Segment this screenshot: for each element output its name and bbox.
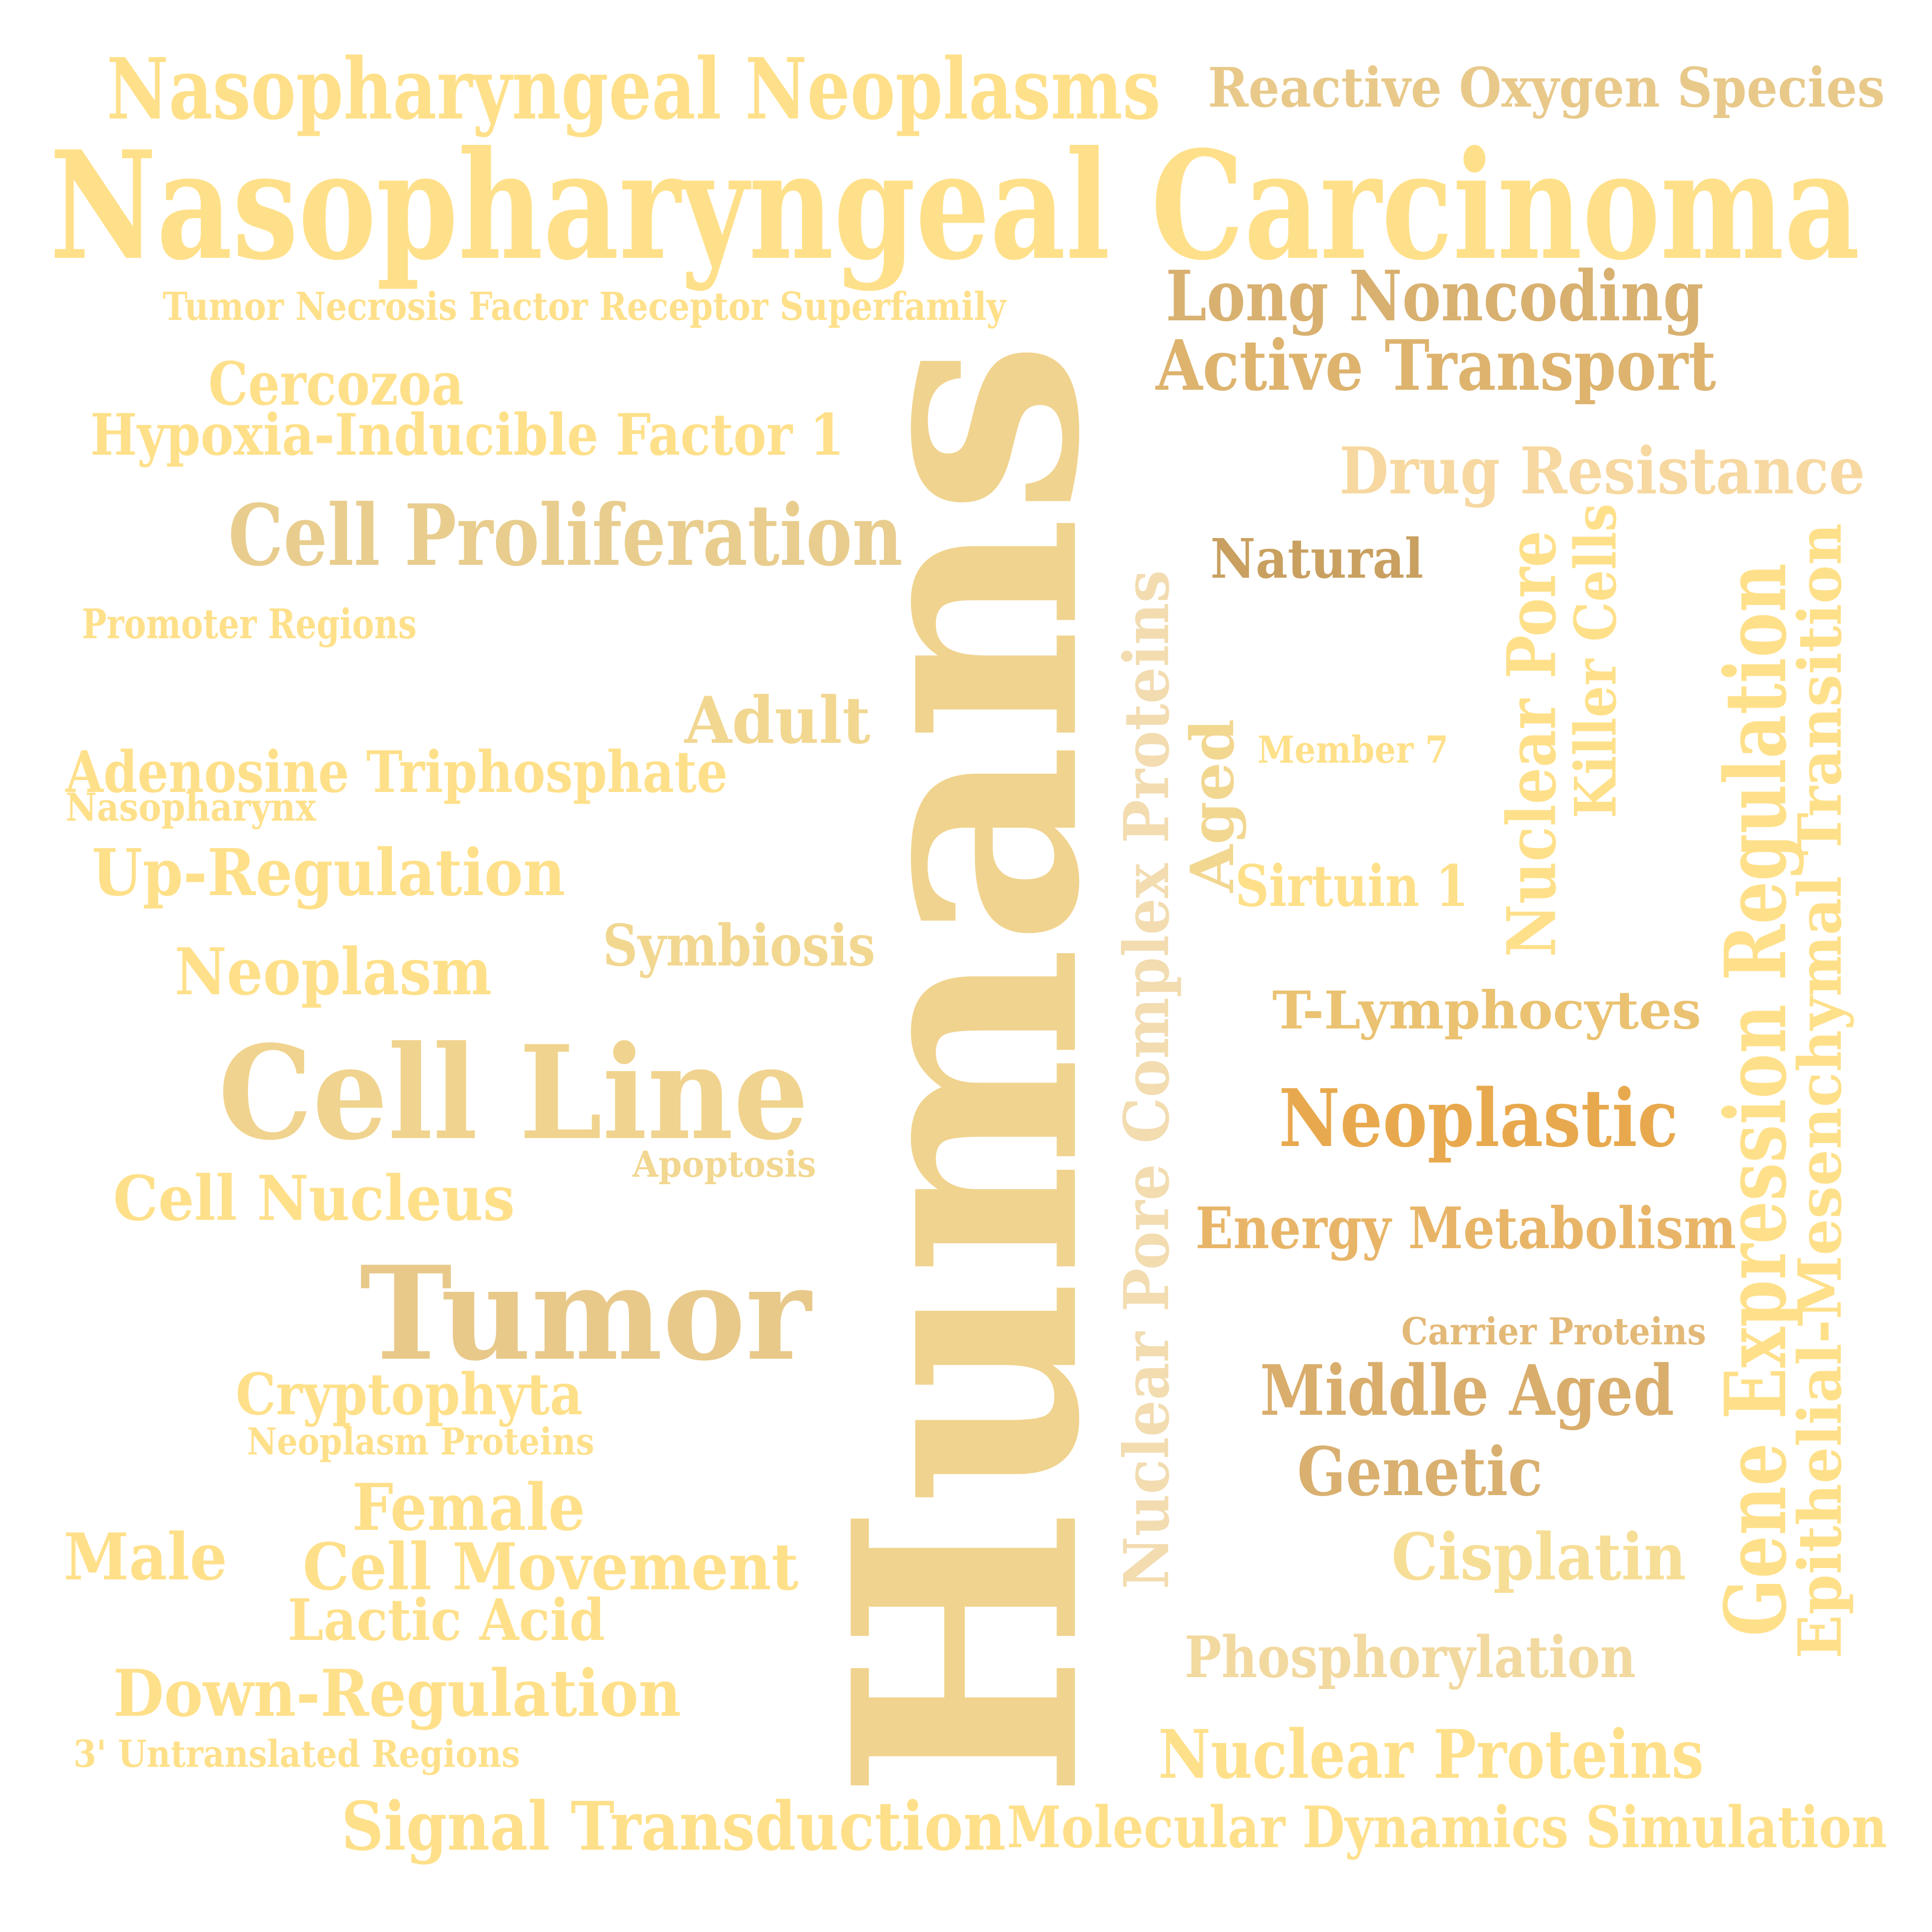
word-humans: Humans (787, 339, 1148, 1800)
word-neoplasm: Neoplasm (175, 934, 492, 1010)
word-natural: Natural (1210, 527, 1424, 591)
word-down-regulation: Down-Regulation (113, 1655, 682, 1731)
word-promoter-regions: Promoter Regions (82, 601, 417, 648)
word-long-noncoding: Long Noncoding (1166, 256, 1704, 337)
word-drug-resistance: Drug Resistance (1339, 433, 1866, 509)
word-female: Female (352, 1469, 585, 1545)
word-t-lymphocytes: T-Lymphocytes (1272, 979, 1701, 1041)
word-aged: Aged (1178, 719, 1247, 893)
word-molecular-dynamics-simulation: Molecular Dynamics Simulation (1007, 1794, 1887, 1861)
word-3-untranslated-regions: 3' Untranslated Regions (73, 1732, 520, 1776)
word-sirtuin-1: Sirtuin 1 (1235, 853, 1469, 920)
word-up-regulation: Up-Regulation (92, 835, 565, 910)
word-cell-nucleus: Cell Nucleus (113, 1162, 515, 1235)
word-adult: Adult (685, 682, 871, 758)
word-nuclear-proteins: Nuclear Proteins (1158, 1715, 1704, 1794)
word-hypoxia-inducible-factor-1: Hypoxia-Inducible Factor 1 (90, 402, 844, 469)
word-genetic: Genetic (1297, 1432, 1543, 1511)
word-nasopharynx: Nasopharynx (65, 785, 316, 830)
word-killer-cells: Killer Cells (1562, 503, 1629, 818)
word-member-7: Member 7 (1257, 728, 1449, 772)
word-reactive-oxygen-species: Reactive Oxygen Species (1208, 56, 1885, 120)
word-cell-proliferation: Cell Proliferation (228, 486, 903, 585)
word-neoplasm-proteins: Neoplasm Proteins (247, 1420, 595, 1463)
word-nasopharyngeal-carcinoma: Nasopharyngeal Carcinoma (50, 118, 1860, 293)
word-cell-movement: Cell Movement (303, 1529, 799, 1605)
word-apoptosis: Apoptosis (632, 1143, 816, 1185)
word-energy-metabolism: Energy Metabolism (1195, 1195, 1737, 1262)
word-cercozoa: Cercozoa (208, 349, 464, 419)
word-active-transport: Active Transport (1156, 325, 1716, 407)
word-cell-line: Cell Line (218, 1018, 809, 1169)
word-nuclear-pore: Nuclear Pore (1492, 530, 1571, 957)
word-cisplatin: Cisplatin (1391, 1519, 1686, 1595)
word-epithelial-mesenchymal-transition: Epithelial-Mesenchymal Transition (1785, 523, 1855, 1659)
word-carrier-proteins: Carrier Proteins (1401, 1310, 1706, 1353)
word-nuclear-pore-complex-proteins: Nuclear Pore Complex Proteins (1111, 570, 1183, 1589)
word-lactic-acid: Lactic Acid (288, 1587, 605, 1654)
word-nasopharyngeal-neoplasms: Nasopharyngeal Neoplasms (107, 40, 1161, 139)
word-symbiosis: Symbiosis (603, 912, 875, 979)
word-middle-aged: Middle Aged (1260, 1350, 1675, 1432)
word-signal-transduction: Signal Transduction (341, 1787, 1006, 1866)
word-adenosine-triphosphate: Adenosine Triphosphate (65, 739, 728, 806)
word-tumor: Tumor (360, 1238, 811, 1389)
word-neoplastic: Neoplastic (1279, 1072, 1679, 1165)
word-phosphorylation: Phosphorylation (1184, 1624, 1636, 1691)
word-male: Male (63, 1519, 228, 1595)
word-tumor-necrosis-factor-receptor-superfamily: Tumor Necrosis Factor Receptor Superfami… (163, 284, 1006, 329)
word-cryptophyta: Cryptophyta (236, 1361, 583, 1428)
